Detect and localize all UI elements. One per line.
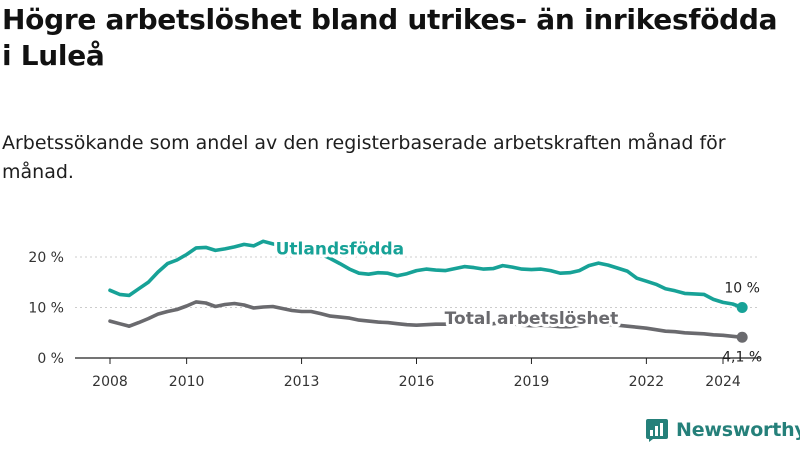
newsworthy-logo-icon: [646, 419, 668, 442]
newsworthy-brand: Newsworthy: [645, 418, 800, 442]
brand-name: Newsworthy: [676, 419, 800, 441]
x-tick-label: 2010: [169, 374, 205, 390]
x-tick-label: 2024: [705, 374, 741, 390]
x-tick-label: 2013: [284, 374, 320, 390]
series-name-label: Utlandsfödda: [276, 239, 405, 259]
x-tick-label: 2019: [514, 374, 550, 390]
y-tick-label: 0 %: [37, 351, 64, 367]
x-tick-label: 2016: [399, 374, 435, 390]
x-tick-label: 2022: [629, 374, 665, 390]
series-line-1: [108, 300, 744, 340]
x-tick-label: 2008: [92, 374, 128, 390]
series-end-label: 4,1 %: [722, 349, 762, 365]
y-tick-label: 20 %: [28, 250, 64, 266]
axes: 0 % 10 % 20 % 2008 2010 2013 2016 2019 2022 2024: [28, 250, 760, 390]
grid-lines: [75, 256, 760, 308]
series-end-point-1: [736, 331, 748, 343]
series-lines: [108, 239, 748, 343]
chart-subtitle: Arbetssökande som andel av den registerb…: [2, 132, 726, 183]
series-name-label: Total arbetslöshet: [445, 309, 619, 329]
series-end-label: 10 %: [724, 281, 760, 297]
y-tick-label: 10 %: [28, 301, 64, 317]
series-end-point-0: [736, 302, 748, 313]
series-labels: 10 % 4,1 % Utlandsfödda Total arbetslöshet: [273, 236, 763, 365]
series-line-0: [108, 239, 744, 310]
chart-title: Högre arbetslöshet bland utrikes- än inr…: [2, 3, 778, 72]
